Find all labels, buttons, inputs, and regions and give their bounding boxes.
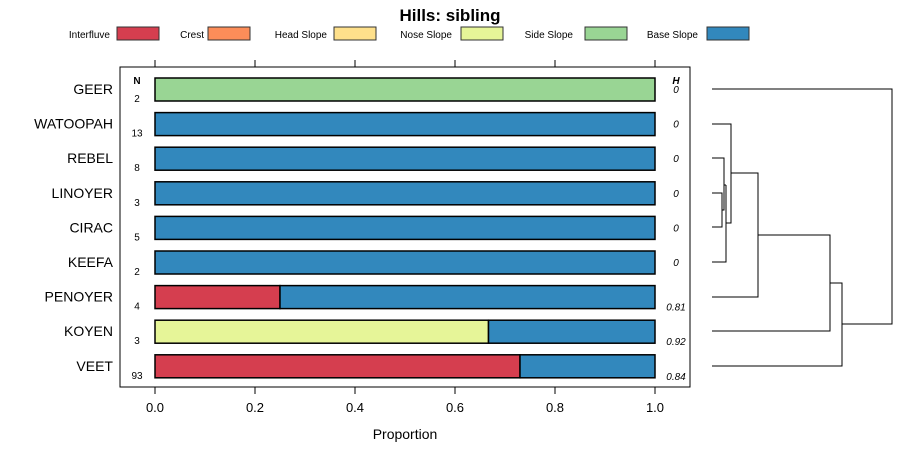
bar-segment-base-slope [154,146,656,171]
category-label: LINOYER [52,185,113,201]
dendrogram [712,88,893,367]
legend-swatch [333,26,377,41]
category-label: GEER [73,81,113,97]
legend-label: Nose Slope [400,30,452,41]
bar-rows: GEER 2 0 WATOOPAH 13 0 REBEL 8 0 LINOYER 3 0 CIRAC 5 0… [34,77,686,383]
n-value: 13 [131,129,143,140]
category-label: KEEFA [68,254,114,270]
h-value: 0 [673,85,679,96]
x-tick-label: 0.0 [146,400,164,415]
bar-segment-base-slope [154,215,656,241]
dendrogram-branch [712,88,893,325]
bar-segment-base-slope [519,354,656,379]
h-column-header: H [672,76,680,87]
dendrogram-branch [712,185,727,263]
legend-swatch [116,26,160,41]
n-value: 8 [134,163,140,174]
x-tick-label: 0.6 [446,400,464,415]
x-tick-label: 1.0 [646,400,664,415]
n-value: 93 [131,371,143,382]
bar-segment-base-slope [487,319,656,344]
legend-swatch [706,26,750,41]
n-value: 3 [134,198,140,209]
legend-swatch [207,26,251,41]
bar-segment-interfluve [154,354,521,379]
h-value: 0 [673,120,679,131]
n-value: 2 [134,94,140,105]
category-label: PENOYER [45,289,113,305]
legend-label: Side Slope [525,30,574,41]
bar-segment-base-slope [154,250,656,275]
legend-label: Base Slope [647,30,699,41]
plot-frame [119,66,691,388]
legend-label: Head Slope [275,30,328,41]
legend: Interfluve Crest Head Slope Nose Slope Side … [69,26,750,41]
dendrogram-branch [712,282,843,367]
bar-segment-base-slope [154,181,656,206]
category-label: CIRAC [69,219,113,235]
category-label: REBEL [67,150,113,166]
legend-swatch [460,26,504,41]
dendrogram-branch [712,234,831,332]
h-value: 0.84 [666,372,686,383]
n-value: 4 [134,302,140,313]
x-axis: 0.0 0.2 0.4 0.6 0.8 1.0 [146,60,664,415]
n-value: 5 [134,232,140,243]
x-tick-label: 0.2 [246,400,264,415]
n-value: 2 [134,267,140,278]
dendrogram-branch [712,157,725,211]
bar-segment-base-slope [279,284,656,310]
h-value: 0 [673,189,679,200]
chart-title: Hills: sibling [399,6,500,25]
category-label: KOYEN [64,323,113,339]
bar-segment-side-slope [154,77,656,102]
x-tick-label: 0.4 [346,400,364,415]
category-label: VEET [76,358,113,374]
x-axis-label: Proportion [373,426,438,442]
h-value: 0.81 [666,303,685,314]
h-value: 0.92 [666,337,686,348]
legend-label: Interfluve [69,30,111,41]
h-value: 0 [673,154,679,165]
n-column-header: N [133,76,140,87]
legend-swatch [584,26,628,41]
n-value: 3 [134,336,140,347]
dendrogram-branch [712,172,759,298]
h-value: 0 [673,258,679,269]
h-value: 0 [673,223,679,234]
x-tick-label: 0.8 [546,400,564,415]
bar-segment-interfluve [154,284,281,310]
category-label: WATOOPAH [34,116,113,132]
dendrogram-branch [712,192,723,228]
bar-segment-nose-slope [154,319,490,344]
legend-label: Crest [180,30,204,41]
bar-segment-base-slope [154,111,656,137]
